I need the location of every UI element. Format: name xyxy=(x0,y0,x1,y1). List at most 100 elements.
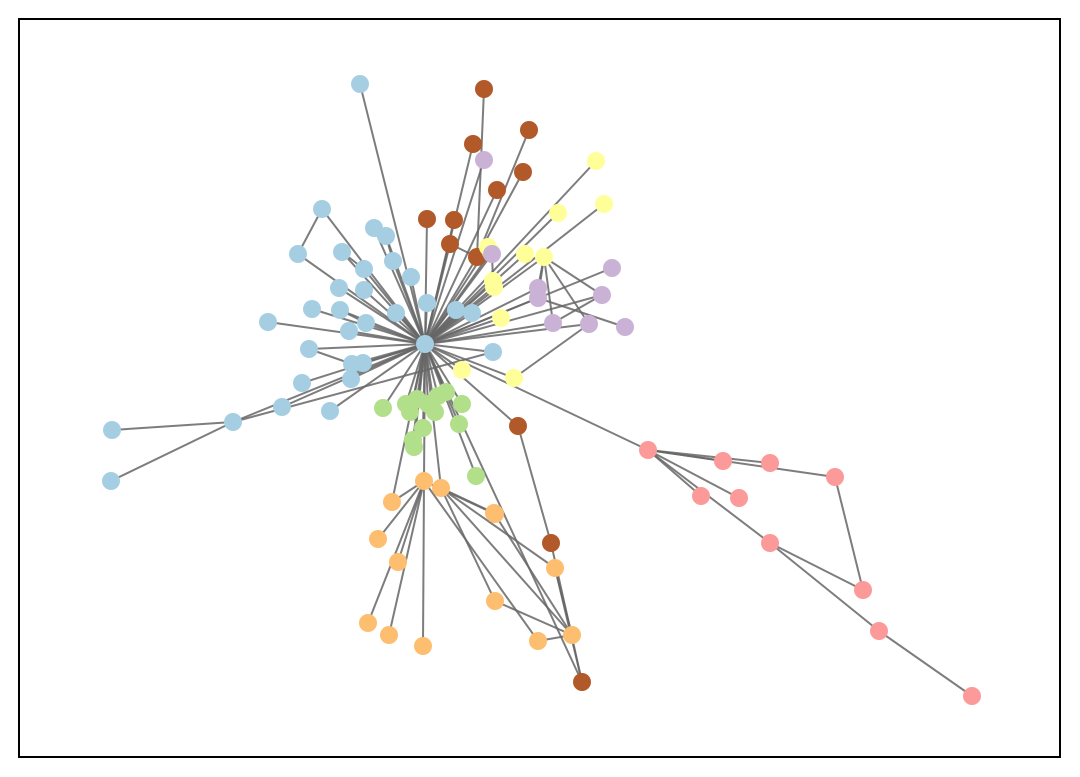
node-p7 xyxy=(544,314,562,332)
node-o13 xyxy=(485,504,503,522)
node-r7 xyxy=(445,211,463,229)
node-y10 xyxy=(453,361,471,379)
node-o4 xyxy=(369,530,387,548)
node-y3 xyxy=(549,204,567,222)
node-r12 xyxy=(573,673,591,691)
edge-hub-b1 xyxy=(359,83,426,345)
node-b9 xyxy=(259,313,277,331)
edge-o13-o14 xyxy=(493,512,573,636)
edge-k4-k8 xyxy=(834,476,864,591)
edge-hub-p1 xyxy=(424,159,485,345)
edge-k1-k4 xyxy=(647,449,836,478)
edge-p4-p7 xyxy=(552,294,603,324)
node-b4 xyxy=(333,243,351,261)
edge-hub-g14 xyxy=(424,343,477,477)
node-b12 xyxy=(340,322,358,340)
node-b22 xyxy=(384,252,402,270)
node-r10 xyxy=(509,417,527,435)
node-g1 xyxy=(374,399,392,417)
edge-hub-p6 xyxy=(424,297,539,345)
node-o7 xyxy=(380,626,398,644)
edge-o3-o13 xyxy=(440,487,495,514)
node-b30 xyxy=(103,421,121,439)
node-g12 xyxy=(405,438,423,456)
node-k1 xyxy=(639,441,657,459)
node-y1 xyxy=(587,152,605,170)
node-b11 xyxy=(357,314,375,332)
node-k8 xyxy=(854,581,872,599)
edge-b29-b30 xyxy=(111,421,234,431)
edge-o3-o14 xyxy=(440,487,573,636)
edge-hub-o2 xyxy=(391,343,426,503)
node-b16 xyxy=(342,370,360,388)
node-o8 xyxy=(414,637,432,655)
node-g8 xyxy=(453,395,471,413)
node-y11 xyxy=(505,369,523,387)
edge-y5-p7 xyxy=(543,256,554,324)
node-b29 xyxy=(224,413,242,431)
node-g7 xyxy=(437,383,455,401)
network-graph xyxy=(102,75,981,705)
edge-hub-b11 xyxy=(365,322,426,345)
edge-k7-k8 xyxy=(769,542,864,591)
node-r11 xyxy=(542,534,560,552)
node-k10 xyxy=(963,687,981,705)
edge-b29-b31 xyxy=(110,421,234,482)
node-k3 xyxy=(761,454,779,472)
node-r8 xyxy=(441,235,459,253)
edge-y5-p8 xyxy=(543,256,590,325)
edge-p6-p9 xyxy=(537,297,626,328)
node-k7 xyxy=(761,534,779,552)
edge-o1-o6 xyxy=(367,480,425,624)
edge-hub-g8 xyxy=(424,343,463,405)
node-p2 xyxy=(483,245,501,263)
node-o11 xyxy=(486,592,504,610)
node-o12 xyxy=(546,559,564,577)
node-b31 xyxy=(102,472,120,490)
edge-hub-p4 xyxy=(424,294,603,345)
node-b8 xyxy=(303,300,321,318)
node-r5 xyxy=(488,181,506,199)
node-o5 xyxy=(389,553,407,571)
node-b18 xyxy=(273,398,291,416)
node-o2 xyxy=(383,493,401,511)
node-b27 xyxy=(463,304,481,322)
node-k4 xyxy=(826,468,844,486)
edge-o1-o8 xyxy=(422,480,425,647)
node-r2 xyxy=(520,121,538,139)
node-p6 xyxy=(529,289,547,307)
node-b25 xyxy=(418,294,436,312)
node-k5 xyxy=(692,487,710,505)
node-b19 xyxy=(321,402,339,420)
edge-hub-r10 xyxy=(424,343,519,427)
node-g10 xyxy=(414,419,432,437)
node-o1 xyxy=(415,472,433,490)
node-b7 xyxy=(355,281,373,299)
edge-r10-r11 xyxy=(517,425,552,544)
edges-layer xyxy=(110,83,973,697)
node-b24 xyxy=(387,304,405,322)
node-b1 xyxy=(351,75,369,93)
edge-o3-o12 xyxy=(440,487,556,569)
node-y2 xyxy=(595,195,613,213)
node-y4 xyxy=(516,245,534,263)
node-b13 xyxy=(300,340,318,358)
node-b21 xyxy=(377,227,395,245)
edge-y11-p8 xyxy=(513,323,590,379)
node-b15 xyxy=(354,354,372,372)
edge-o1-o10 xyxy=(423,480,539,642)
edge-hub-b6 xyxy=(338,287,426,345)
edge-hub-p5 xyxy=(424,287,539,345)
edge-hub-y11 xyxy=(424,343,515,379)
node-p8 xyxy=(580,315,598,333)
node-b17 xyxy=(293,374,311,392)
node-o6 xyxy=(359,614,377,632)
edge-k9-k10 xyxy=(878,630,973,697)
edge-hub-b19 xyxy=(329,343,426,412)
node-y8 xyxy=(485,278,503,296)
node-g9 xyxy=(426,403,444,421)
edge-o11-o14 xyxy=(494,600,573,636)
node-b28 xyxy=(484,343,502,361)
edge-hub-p8 xyxy=(424,323,590,345)
edge-hub-b28 xyxy=(424,343,494,353)
